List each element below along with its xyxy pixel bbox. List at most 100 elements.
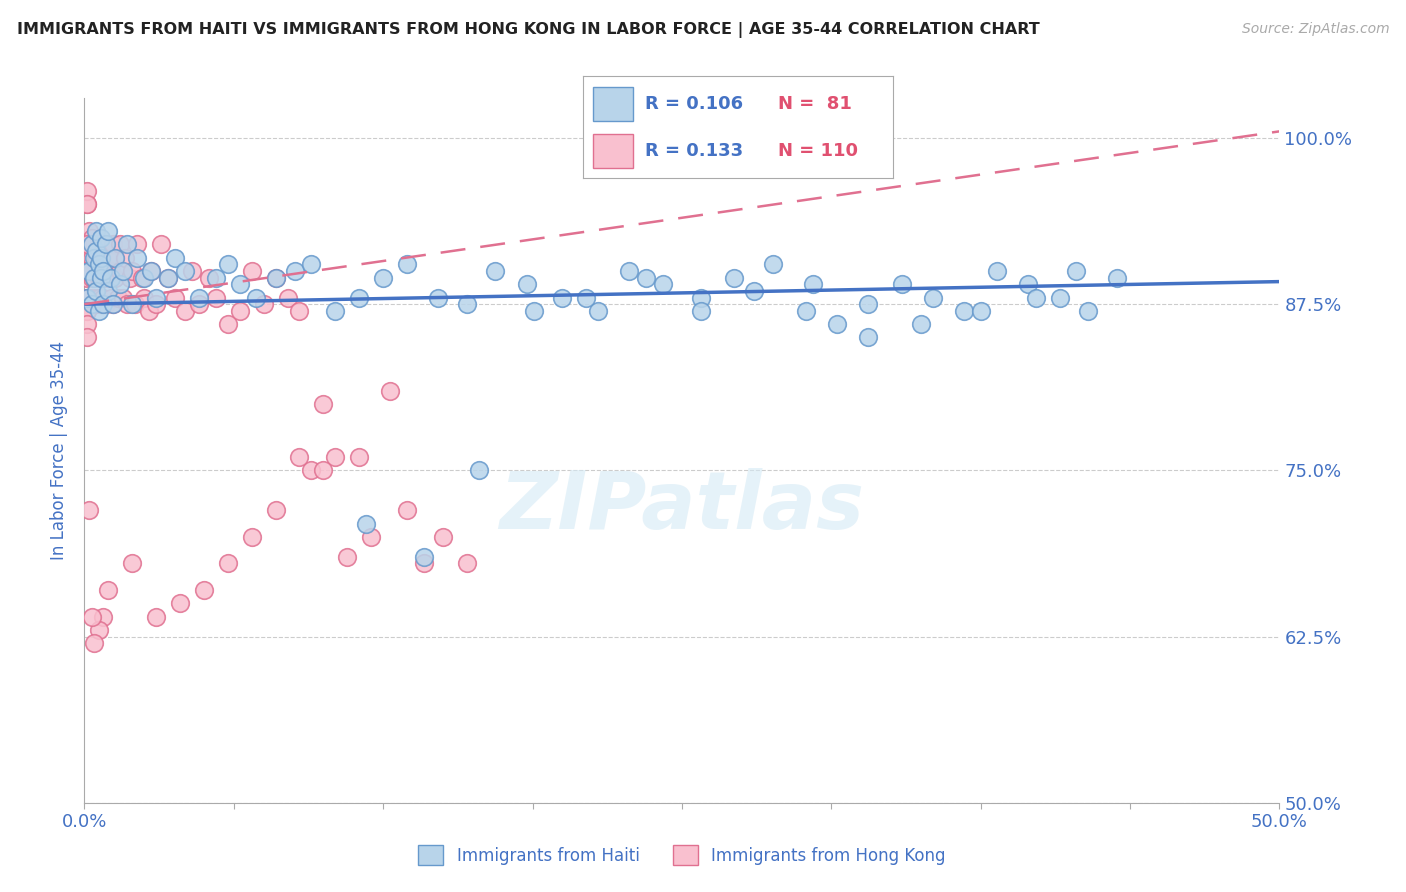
Point	[93, 264, 115, 278]
Point	[217, 557, 239, 571]
Bar	[593, 87, 633, 121]
Point	[90, 264, 112, 278]
Point	[76, 317, 98, 331]
Point	[101, 297, 124, 311]
Point	[986, 264, 1008, 278]
Point	[141, 264, 163, 278]
Text: Source: ZipAtlas.com: Source: ZipAtlas.com	[1241, 22, 1389, 37]
Point	[90, 231, 112, 245]
Point	[145, 609, 167, 624]
Point	[312, 397, 335, 411]
Point	[76, 264, 98, 278]
Point	[76, 237, 98, 252]
Point	[111, 264, 134, 278]
Point	[1049, 291, 1071, 305]
Point	[145, 297, 167, 311]
Point	[132, 270, 156, 285]
Point	[412, 557, 434, 571]
Point	[1025, 291, 1047, 305]
Point	[157, 270, 180, 285]
Point	[636, 270, 658, 285]
Point	[380, 384, 402, 398]
Point	[80, 291, 103, 305]
Point	[890, 277, 912, 292]
Point	[723, 270, 745, 285]
Point	[87, 623, 110, 637]
Point	[97, 284, 120, 298]
Point	[349, 291, 371, 305]
Point	[93, 609, 115, 624]
Point	[114, 251, 136, 265]
Point	[90, 251, 112, 265]
Point	[173, 264, 195, 278]
Point	[516, 277, 538, 292]
Point	[1077, 303, 1099, 318]
Point	[468, 463, 491, 477]
Point	[141, 264, 163, 278]
Point	[396, 503, 419, 517]
Point	[76, 291, 98, 305]
Point	[76, 291, 98, 305]
Point	[456, 557, 478, 571]
Point	[432, 530, 454, 544]
Point	[827, 317, 849, 331]
Point	[80, 297, 103, 311]
Point	[456, 297, 478, 311]
Point	[575, 291, 598, 305]
Point	[77, 237, 100, 252]
Point	[1018, 277, 1040, 292]
Point	[229, 277, 252, 292]
Point	[83, 270, 105, 285]
Point	[93, 291, 115, 305]
Point	[264, 270, 287, 285]
Point	[149, 237, 172, 252]
Point	[858, 330, 880, 344]
Point	[77, 291, 100, 305]
Point	[1105, 270, 1128, 285]
Point	[76, 237, 98, 252]
Point	[77, 264, 100, 278]
Point	[83, 270, 105, 285]
Point	[312, 463, 335, 477]
Point	[360, 530, 382, 544]
Point	[76, 197, 98, 211]
Point	[742, 284, 765, 298]
Point	[83, 297, 105, 311]
Point	[104, 251, 127, 265]
Point	[86, 264, 108, 278]
Point	[80, 297, 103, 311]
Point	[76, 303, 98, 318]
Point	[93, 237, 115, 252]
Point	[76, 291, 98, 305]
Text: N = 110: N = 110	[779, 142, 858, 160]
Y-axis label: In Labor Force | Age 35-44: In Labor Force | Age 35-44	[51, 341, 69, 560]
Point	[101, 237, 124, 252]
Point	[80, 237, 103, 252]
Point	[264, 503, 287, 517]
Text: ZIPatlas: ZIPatlas	[499, 467, 865, 546]
Point	[690, 303, 713, 318]
Point	[87, 270, 110, 285]
Point	[77, 503, 100, 517]
Point	[858, 297, 880, 311]
Point	[77, 251, 100, 265]
Point	[181, 264, 204, 278]
Point	[349, 450, 371, 464]
Point	[83, 237, 105, 252]
Point	[86, 251, 108, 265]
Point	[651, 277, 673, 292]
Point	[157, 270, 180, 285]
Legend: Immigrants from Haiti, Immigrants from Hong Kong: Immigrants from Haiti, Immigrants from H…	[412, 838, 952, 872]
Point	[396, 257, 419, 271]
Point	[121, 264, 143, 278]
Point	[90, 297, 112, 311]
Point	[97, 270, 120, 285]
Point	[193, 583, 215, 598]
Point	[100, 270, 122, 285]
Point	[111, 291, 134, 305]
Point	[336, 549, 359, 564]
Point	[277, 291, 299, 305]
Text: R = 0.133: R = 0.133	[645, 142, 744, 160]
Point	[94, 297, 117, 311]
Point	[523, 303, 546, 318]
